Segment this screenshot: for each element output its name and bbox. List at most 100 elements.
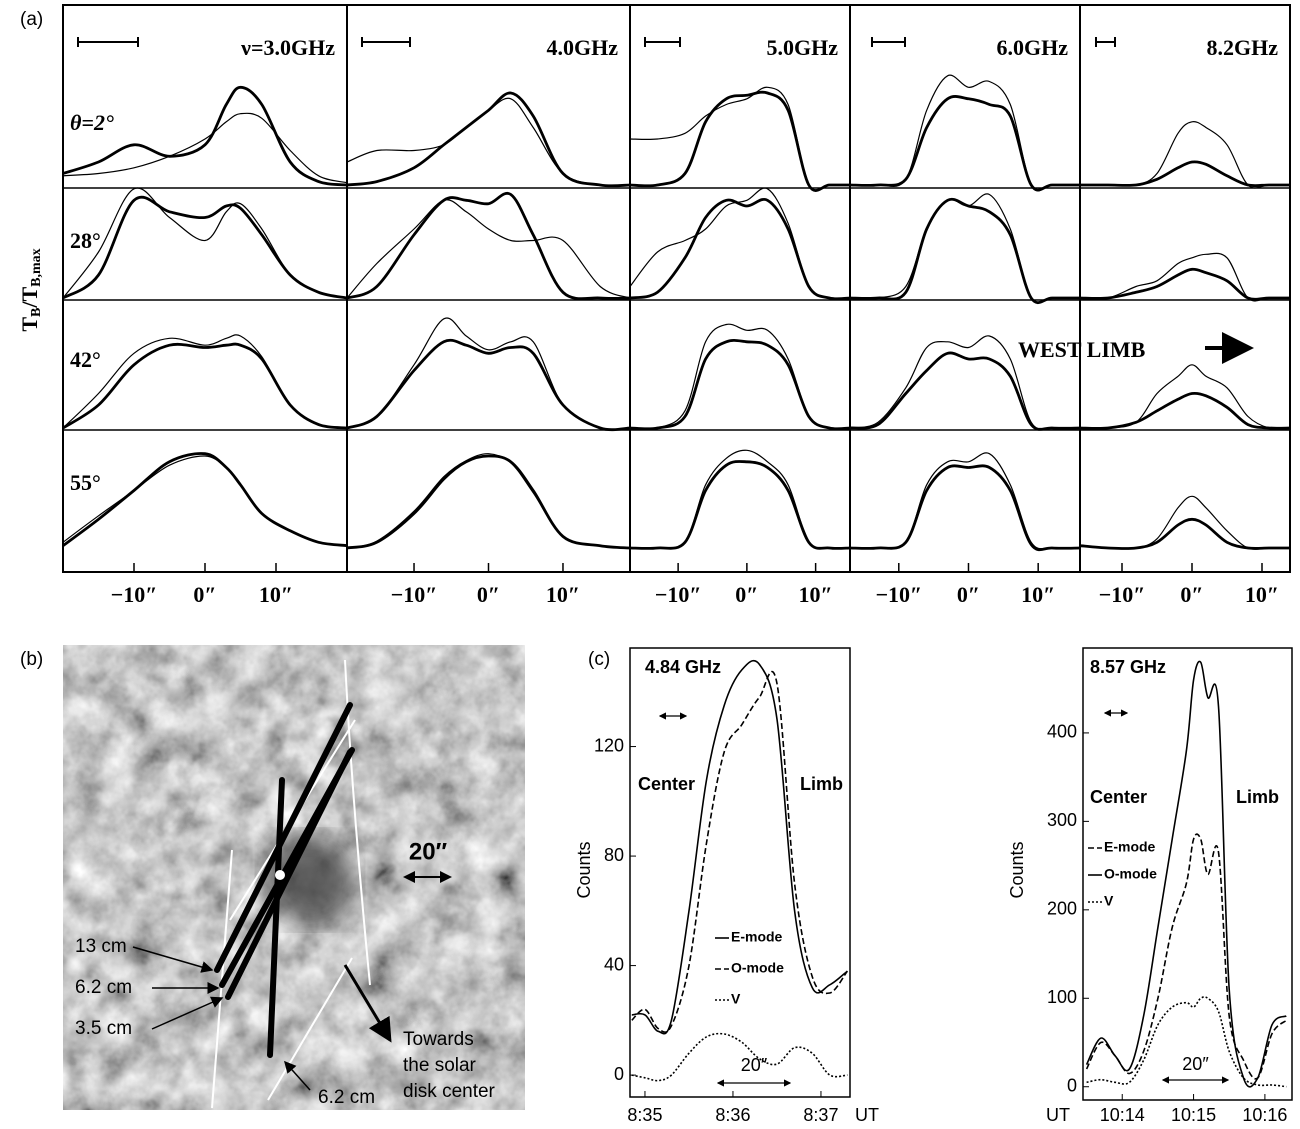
x-axis-label: UT [1046,1105,1070,1125]
series-line [1085,660,1287,1088]
profile-heavy [849,95,1080,192]
scale-label: 20″ [409,838,448,865]
y-label-part: /T [17,287,42,309]
y-tick-label: 0 [614,1064,624,1084]
x-tick-label: 10:15 [1171,1105,1216,1125]
x-tick-label: 10″ [799,582,833,607]
panel-label: (a) [20,9,43,30]
row-label: 42° [70,347,101,372]
y-tick-label: 40 [604,954,624,974]
profile-heavy [346,454,631,550]
profile-heavy [1079,160,1290,188]
legend-label: O-mode [731,960,784,976]
profile-light [629,86,850,192]
scan-lines [214,702,355,1058]
y-label-part: B,max [29,248,44,287]
y-tick-label: 100 [1047,987,1077,1007]
y-tick-label: 120 [594,735,624,755]
profile-light [1079,495,1290,550]
x-tick-label: 10″ [1245,582,1279,607]
profile-heavy [629,338,851,431]
annotation: Center [1090,787,1147,807]
series-line [631,1032,848,1082]
series-line [631,671,849,1033]
x-tick-label: 0″ [477,582,500,607]
profile-heavy [346,91,631,188]
y-tick-label: 80 [604,845,624,865]
profile-heavy [346,191,631,301]
x-tick-label: 10:16 [1242,1105,1287,1125]
y-label-part: T [17,317,42,332]
chart-title: 8.57 GHz [1090,657,1166,677]
annotation: Limb [800,774,843,794]
scale-bar [77,37,139,47]
profile-heavy [62,452,348,548]
row-label: 28° [70,228,101,253]
x-tick-label: 8:37 [803,1105,838,1125]
line-label: 6.2 cm [318,1087,375,1108]
profile-heavy [849,464,1081,552]
y-axis-label: Counts [1007,841,1027,898]
y-axis-label: Counts [574,841,594,898]
scale-label: 20″ [1182,1054,1209,1074]
direction-label: disk center [403,1081,496,1102]
scale-bar [1095,37,1116,47]
annotation: WEST LIMB [1018,337,1146,362]
profile-heavy [629,90,850,192]
x-tick-label: 10″ [259,582,293,607]
y-tick-label: 0 [1067,1075,1077,1095]
label-arrows [132,946,311,1091]
profile-heavy [1079,517,1290,550]
profile-light [849,193,1080,304]
series-line [1086,996,1287,1088]
profile-light [62,187,348,299]
x-tick-label: −10″ [1099,582,1146,607]
x-tick-label: 0″ [957,582,980,607]
direction-label: Towards [403,1029,474,1050]
y-tick-label: 400 [1047,722,1077,742]
profile-heavy [62,85,348,187]
plot-frame [629,647,851,1098]
x-tick-label: −10″ [391,582,438,607]
legend-label: E-mode [1104,839,1156,855]
legend-label: E-mode [731,929,783,945]
scale-bar [361,37,411,47]
frame [62,4,1291,573]
row-label: θ=2° [70,110,114,135]
direction-label: the solar [403,1055,477,1076]
frequency-label: 6.0GHz [997,35,1069,60]
line-label: 3.5 cm [75,1018,132,1039]
profile-heavy [629,198,851,301]
x-axis-label: UT [855,1105,879,1125]
y-axis-label: TB/TB,max [17,248,44,331]
frequency-label: 5.0GHz [767,35,839,60]
profile-light [346,317,631,431]
profile-heavy [849,197,1080,305]
profile-heavy [346,338,631,432]
row-label: 55° [70,470,101,495]
sunspot [264,836,356,924]
profile-light [849,74,1080,192]
profile-light [1079,252,1290,302]
x-tick-label: 0″ [193,582,216,607]
x-tick-label: 10″ [1021,582,1055,607]
line-label: 13 cm [75,936,127,957]
profile-heavy [1079,267,1290,301]
y-tick-label: 200 [1047,899,1077,919]
profile-heavy [62,195,348,300]
frequency-label: 8.2GHz [1207,35,1279,60]
plot-frame [1082,647,1293,1101]
chart-title: 4.84 GHz [645,657,721,677]
profile-light [62,455,348,547]
profile-heavy [629,460,851,550]
scale-bar [871,37,906,47]
profile-light [62,112,348,184]
profile-heavy [849,351,1081,431]
scale-bar [644,37,681,47]
profile-light [346,199,631,299]
y-tick-label: 300 [1047,810,1077,830]
x-tick-label: 10″ [546,582,580,607]
profile-light [1079,121,1290,189]
x-tick-label: 10:14 [1100,1105,1145,1125]
